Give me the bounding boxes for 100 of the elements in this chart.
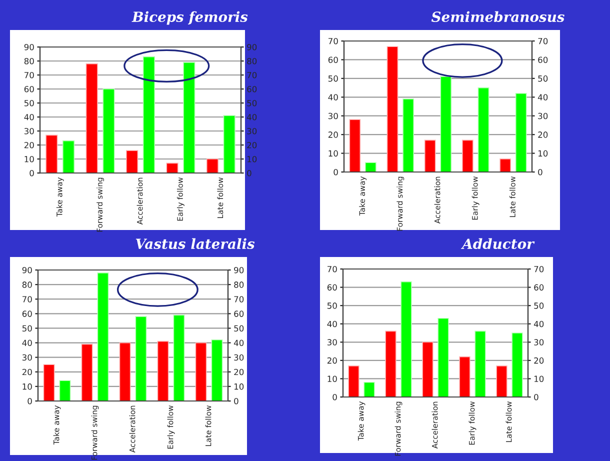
y2-tick-label: 60 xyxy=(538,56,548,63)
bar xyxy=(211,339,223,401)
chart-title: Vastus lateralis xyxy=(136,238,255,250)
y2-tick-label: 0 xyxy=(538,168,542,176)
y-tick-label: 70 xyxy=(328,266,337,272)
bar xyxy=(478,87,490,172)
y-tick-label: 20 xyxy=(24,142,34,148)
y-tick-label: 70 xyxy=(24,72,34,78)
chart-title: Semimebranosus xyxy=(431,11,564,22)
bar xyxy=(86,63,98,173)
bar xyxy=(512,332,523,397)
bar xyxy=(500,158,511,172)
y-tick-label: 0 xyxy=(30,170,34,176)
bar xyxy=(496,365,508,397)
y-tick-label: 70 xyxy=(328,38,338,44)
y-tick-label: 50 xyxy=(327,302,337,309)
bar xyxy=(364,382,375,397)
y-tick-label: 70 xyxy=(22,296,32,302)
y2-tick-label: 0 xyxy=(534,394,538,400)
bar xyxy=(102,88,115,173)
y2-tick-label: 0 xyxy=(234,398,238,404)
bar xyxy=(206,158,219,173)
y-tick-label: 40 xyxy=(328,94,338,100)
bar xyxy=(183,62,196,173)
y-tick-label: 90 xyxy=(22,266,32,274)
y-tick-label: 40 xyxy=(24,114,34,120)
y2-tick-label: 30 xyxy=(538,112,548,120)
bar xyxy=(422,342,434,397)
bar xyxy=(223,115,236,173)
bar xyxy=(462,140,474,172)
y-tick-label: 20 xyxy=(328,132,338,138)
bar xyxy=(348,365,360,397)
bar xyxy=(173,314,185,401)
bar xyxy=(166,162,178,173)
bar xyxy=(474,330,486,397)
bar xyxy=(385,330,396,397)
y2-tick-label: 0 xyxy=(247,170,252,176)
y-tick-label: 20 xyxy=(22,368,32,376)
bar xyxy=(386,46,398,172)
chart-title: Adductor xyxy=(461,238,535,250)
y2-tick-label: 30 xyxy=(534,339,544,346)
y-tick-label: 10 xyxy=(328,150,338,157)
bar xyxy=(195,342,207,401)
y-tick-label: 0 xyxy=(332,394,337,400)
bar xyxy=(59,380,71,401)
y-tick-label: 80 xyxy=(22,282,32,288)
bar xyxy=(135,316,147,401)
y2-tick-label: 20 xyxy=(234,368,244,376)
y2-tick-label: 70 xyxy=(534,266,544,272)
y2-tick-label: 30 xyxy=(247,128,257,134)
y-tick-label: 60 xyxy=(328,56,338,63)
bar xyxy=(402,98,414,172)
y-tick-label: 10 xyxy=(24,156,34,162)
y2-tick-label: 60 xyxy=(234,310,244,317)
bar xyxy=(440,76,452,172)
y2-tick-label: 10 xyxy=(234,383,244,390)
y-tick-label: 40 xyxy=(327,320,337,328)
y-tick-label: 40 xyxy=(22,340,32,346)
y2-tick-label: 50 xyxy=(538,75,548,82)
y-tick-label: 60 xyxy=(22,310,32,317)
y-tick-label: 30 xyxy=(22,354,32,361)
y2-tick-label: 20 xyxy=(538,132,548,138)
bar xyxy=(400,281,412,397)
chart-title: Biceps femoris xyxy=(132,11,248,25)
y2-tick-label: 30 xyxy=(234,354,244,361)
y-tick-label: 80 xyxy=(24,58,34,64)
y2-tick-label: 40 xyxy=(534,320,544,328)
y-tick-label: 50 xyxy=(24,100,34,106)
y-tick-label: 50 xyxy=(22,325,32,332)
y2-tick-label: 20 xyxy=(247,142,257,148)
y-tick-label: 10 xyxy=(22,383,32,390)
y2-tick-label: 40 xyxy=(246,114,257,120)
y2-tick-label: 90 xyxy=(234,266,244,274)
bar xyxy=(126,150,138,173)
y2-tick-label: 70 xyxy=(247,72,257,78)
y2-tick-label: 70 xyxy=(234,296,244,302)
y2-tick-label: 60 xyxy=(534,284,544,291)
y-tick-label: 30 xyxy=(327,339,337,346)
bar xyxy=(46,134,58,173)
y2-tick-label: 80 xyxy=(247,58,257,64)
y2-tick-label: 70 xyxy=(538,38,548,44)
y-tick-label: 90 xyxy=(24,44,34,50)
y-tick-label: 30 xyxy=(24,128,34,134)
bar xyxy=(43,364,55,401)
y-tick-label: 60 xyxy=(24,86,34,92)
y2-tick-label: 80 xyxy=(234,282,244,288)
bar xyxy=(365,162,376,172)
y2-tick-label: 10 xyxy=(538,150,548,157)
y2-tick-label: 20 xyxy=(534,357,544,364)
y-tick-label: 0 xyxy=(334,168,338,176)
y2-tick-label: 40 xyxy=(538,94,548,100)
y2-tick-label: 50 xyxy=(247,100,257,106)
y-tick-label: 60 xyxy=(327,284,337,291)
y2-tick-label: 10 xyxy=(247,156,257,162)
y2-tick-label: 50 xyxy=(234,325,244,332)
y-tick-label: 50 xyxy=(328,75,338,82)
y2-tick-label: 60 xyxy=(247,86,257,92)
y2-tick-label: 50 xyxy=(534,302,544,309)
bar xyxy=(142,56,155,173)
y-tick-label: 20 xyxy=(327,357,337,364)
